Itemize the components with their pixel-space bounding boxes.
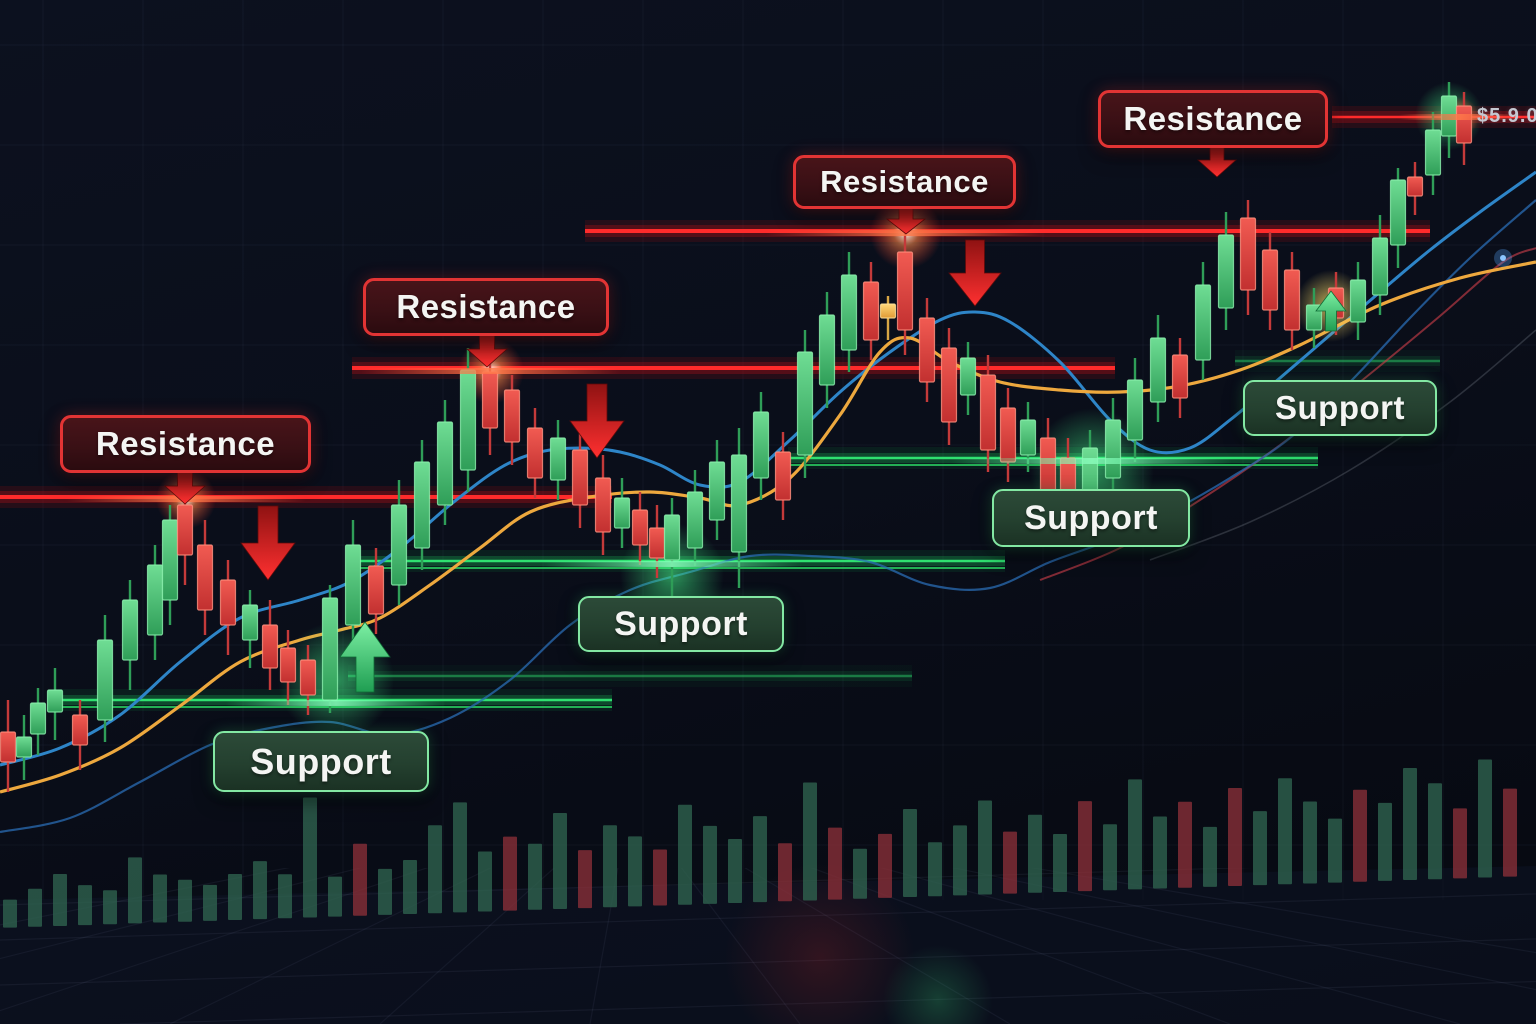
grid-lines (0, 0, 1536, 900)
price-level-label: $5.9.0.4 (1477, 105, 1536, 127)
ambient-glows (725, 863, 993, 1024)
volume-bars (3, 759, 1517, 928)
curve-cross-node (1494, 249, 1512, 267)
direction-arrows (163, 142, 1347, 693)
candlesticks (0, 82, 1473, 792)
level-touch-flares (66, 114, 1519, 706)
